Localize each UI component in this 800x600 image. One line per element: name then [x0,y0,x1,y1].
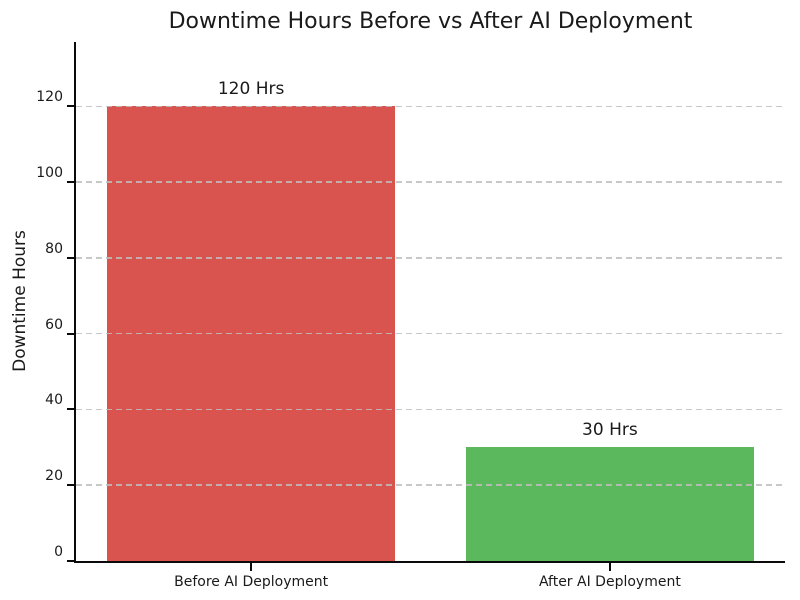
x-tick-label: After AI Deployment [538,574,681,590]
bar-value-label: 120 Hrs [217,79,285,100]
y-tick-label: 40 [45,392,63,409]
y-tick-mark [67,105,74,108]
y-tick-mark [67,256,74,259]
y-tick-label: 0 [54,544,63,560]
y-gridline [76,105,785,108]
y-tick-mark [67,332,74,335]
x-tick-mark [608,563,611,571]
y-gridline [76,408,785,411]
y-tick-label: 20 [45,468,63,485]
y-gridline [76,257,785,259]
x-tick-mark [250,563,253,571]
x-axis-spine [74,561,785,563]
y-tick-mark [67,484,74,487]
y-gridline [76,332,785,335]
y-tick-label: 100 [36,165,63,182]
x-tick-label: Before AI Deployment [174,574,329,590]
plot-area: 0 20 40 60 80 100 120 120 Hrs Before AI Deployme… [36,42,785,590]
y-axis-spine [74,42,76,563]
y-gridline [76,484,785,486]
bar-after [465,447,754,561]
y-tick-label: 80 [45,240,63,257]
y-axis-label-text: Downtime Hours [10,230,30,372]
y-tick-label: 120 [36,89,63,106]
bar-value-label: 30 Hrs [582,420,638,441]
y-gridline [76,181,785,183]
y-tick-mark [67,408,74,411]
chart-title: Downtime Hours Before vs After AI Deploy… [168,9,693,34]
y-tick-label: 60 [45,316,63,333]
y-tick-mark [67,560,74,562]
y-tick-mark [67,181,74,184]
